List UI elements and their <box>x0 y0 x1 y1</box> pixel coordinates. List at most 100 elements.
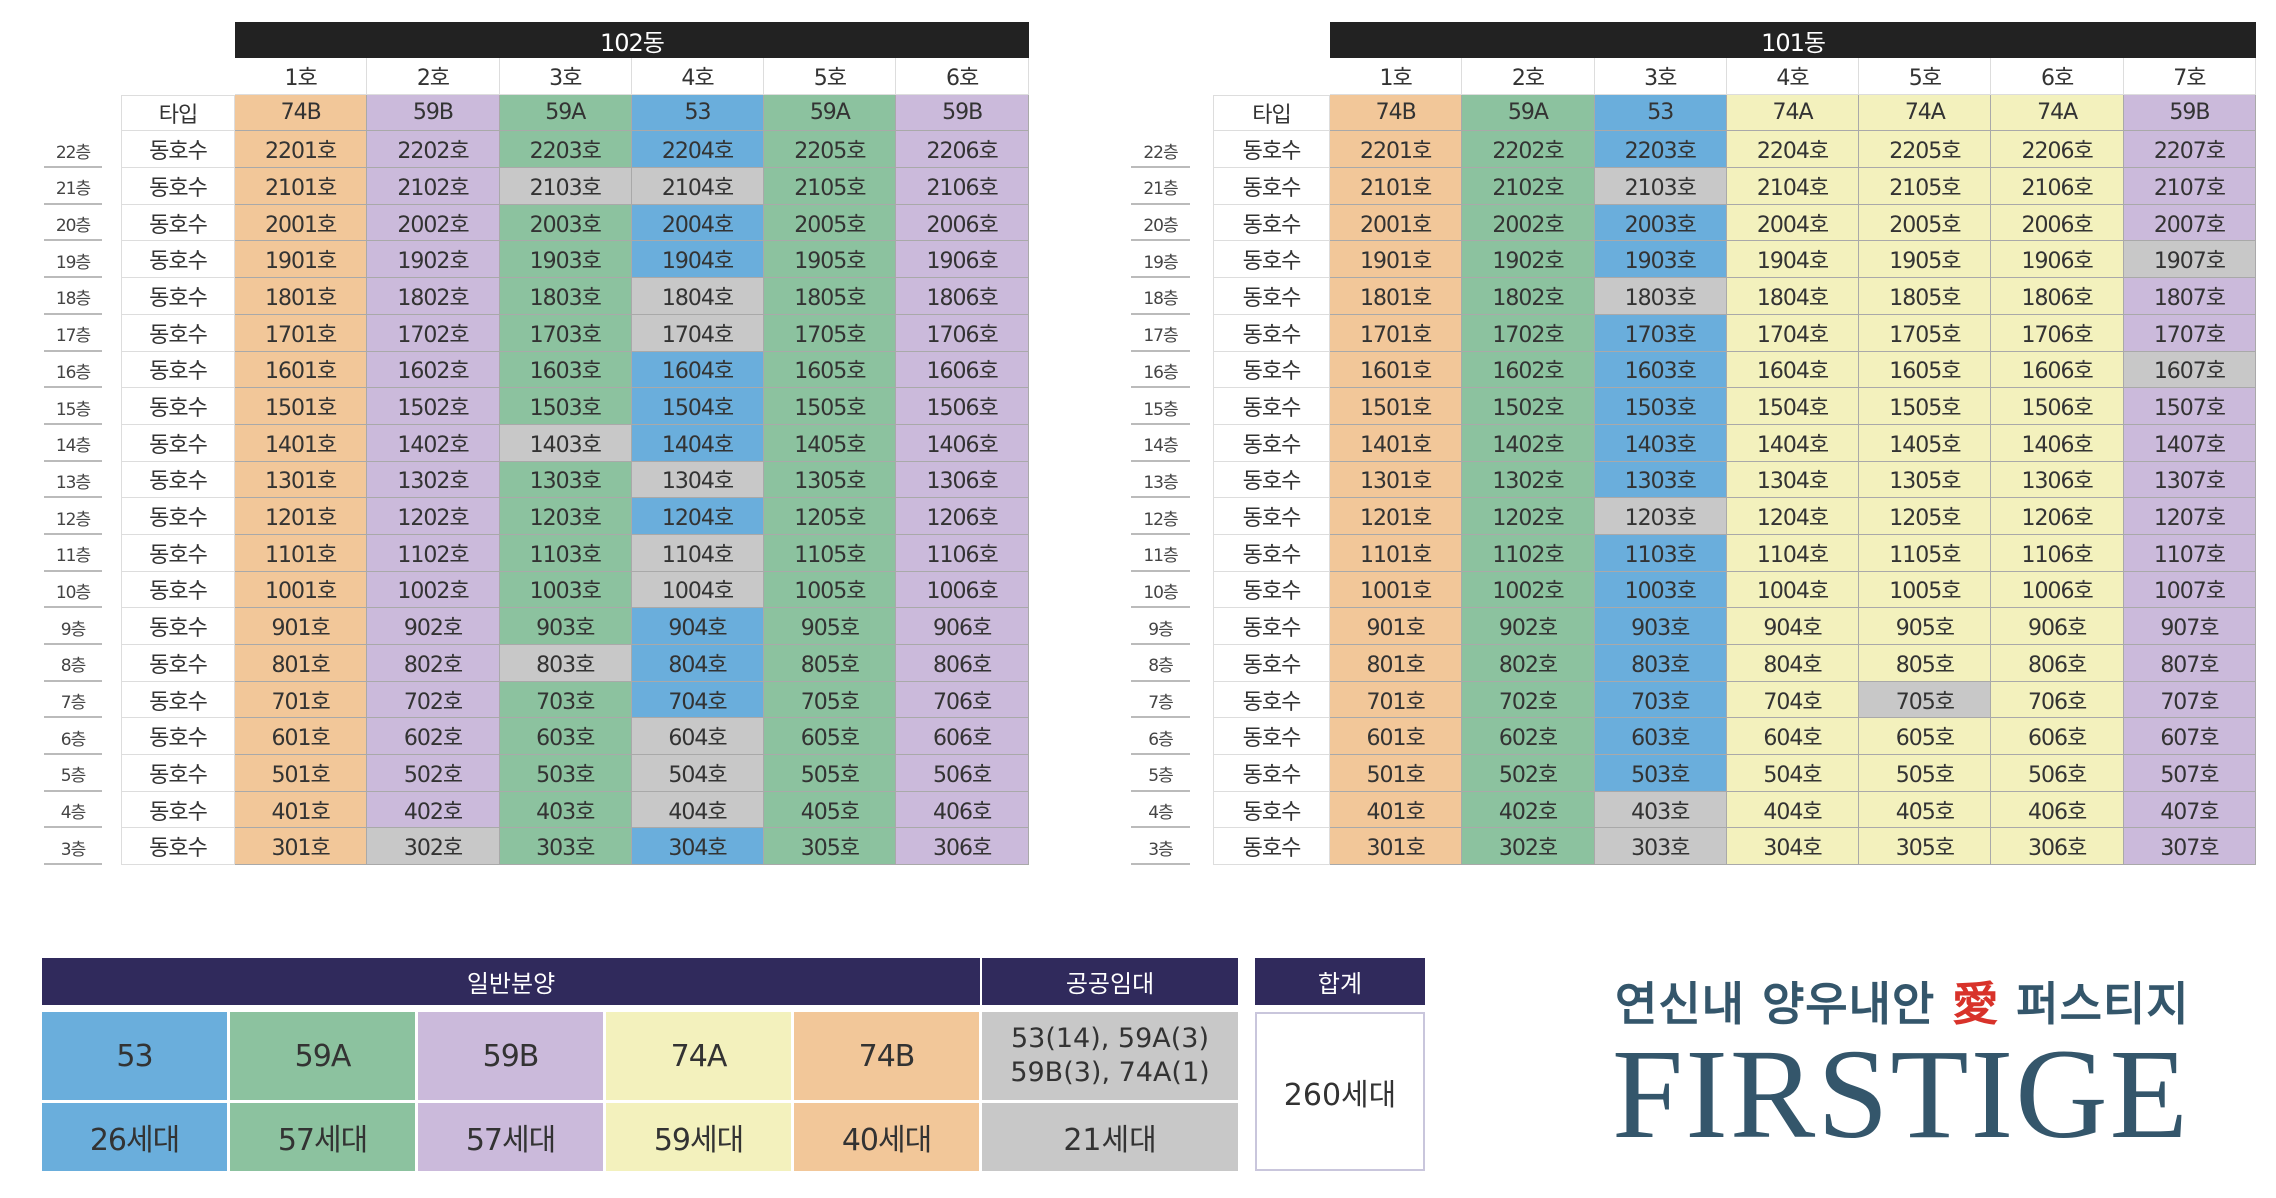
unit-cell: 1606호 <box>1991 351 2124 389</box>
floor-label: 19층 <box>1131 244 1190 279</box>
unit-cell: 2201호 <box>235 131 368 169</box>
spacer <box>1190 755 1213 792</box>
floor-label: 18층 <box>1131 281 1190 315</box>
floor-label: 15층 <box>44 391 102 425</box>
unit-label: 동호수 <box>1213 131 1330 169</box>
logo-korean: 연신내 양우내안 愛 퍼스티지 <box>1615 968 2190 1034</box>
unit-cell: 702호 <box>367 681 500 719</box>
floor-row: 17층 동호수 1701호 1702호 1703호 1704호 1705호 1706호 1707… <box>1131 314 2257 352</box>
unit-cell: 1502호 <box>1462 388 1595 425</box>
unit-cell: 2105호 <box>764 168 897 205</box>
logo-love-char: 愛 <box>1952 977 2000 1031</box>
unit-cell: 504호 <box>1726 755 1860 792</box>
spacer <box>102 131 121 168</box>
unit-cell: 804호 <box>1726 645 1860 682</box>
unit-label: 동호수 <box>1213 681 1330 719</box>
floor-label: 14층 <box>1131 427 1190 462</box>
floor-row: 19층 동호수 1901호 1902호 1903호 1904호 1905호 1906호 1907… <box>1131 241 2257 279</box>
legend-public-count: 21세대 <box>982 1103 1238 1171</box>
unit-cell: 1202호 <box>1462 498 1595 535</box>
unit-label: 동호수 <box>121 645 235 682</box>
unit-cell: 1306호 <box>896 461 1029 499</box>
unit-cell: 407호 <box>2123 791 2257 829</box>
floor-row: 4층 동호수 401호 402호 403호 404호 405호 406호 407호 <box>1131 791 2257 829</box>
unit-cell-public: 1804호 <box>631 278 765 315</box>
unit-cell: 1901호 <box>1330 241 1463 279</box>
unit-cell: 807호 <box>2123 645 2257 682</box>
unit-cell: 1701호 <box>1330 314 1463 352</box>
legend-count-74B: 40세대 <box>794 1103 979 1171</box>
unit-cell: 703호 <box>499 681 632 719</box>
type-label: 타입 <box>121 94 235 132</box>
unit-cell: 1505호 <box>764 388 897 425</box>
unit-cell: 902호 <box>1462 608 1595 645</box>
column-header: 6호 <box>1991 58 2124 95</box>
unit-cell: 1803호 <box>499 278 632 315</box>
unit-cell: 1502호 <box>367 388 500 425</box>
unit-label: 동호수 <box>121 755 235 792</box>
unit-cell: 1806호 <box>1991 278 2124 315</box>
unit-cell: 304호 <box>1726 828 1860 866</box>
unit-cell: 1904호 <box>631 241 765 279</box>
unit-label: 동호수 <box>121 241 235 279</box>
floor-label: 17층 <box>44 317 102 352</box>
unit-cell: 1007호 <box>2123 571 2257 609</box>
unit-cell: 1506호 <box>1991 388 2124 425</box>
unit-cell: 2002호 <box>1462 204 1595 242</box>
unit-cell: 1506호 <box>896 388 1029 425</box>
unit-cell: 1604호 <box>631 351 765 389</box>
unit-cell: 503호 <box>1594 755 1727 792</box>
unit-cell-public: 1803호 <box>1594 278 1727 315</box>
unit-label: 동호수 <box>121 461 235 499</box>
spacer <box>102 241 121 278</box>
unit-cell: 1903호 <box>499 241 632 279</box>
unit-cell: 1903호 <box>1594 241 1727 279</box>
unit-cell: 1507호 <box>2123 388 2257 425</box>
unit-cell-public: 403호 <box>1594 791 1727 829</box>
unit-cell: 1206호 <box>896 498 1029 535</box>
unit-cell: 1101호 <box>1330 534 1463 572</box>
unit-label: 동호수 <box>121 498 235 535</box>
unit-cell: 1101호 <box>235 534 368 572</box>
type-cell: 74B <box>1330 94 1463 132</box>
unit-cell: 1902호 <box>367 241 500 279</box>
unit-cell: 1603호 <box>499 351 632 389</box>
unit-cell: 2003호 <box>1594 204 1727 242</box>
unit-cell: 602호 <box>1462 718 1595 756</box>
unit-cell: 1405호 <box>1859 424 1992 462</box>
unit-cell: 1501호 <box>235 388 368 425</box>
unit-label: 동호수 <box>1213 608 1330 645</box>
unit-cell: 801호 <box>1330 645 1463 682</box>
unit-cell: 505호 <box>1859 755 1992 792</box>
unit-cell: 704호 <box>631 681 765 719</box>
unit-cell: 1105호 <box>1859 534 1992 572</box>
unit-cell: 2106호 <box>896 168 1029 205</box>
floor-label: 5층 <box>1131 758 1190 792</box>
floor-row: 10층 동호수 1001호 1002호 1003호 1004호 1005호 1006호 <box>44 571 1029 609</box>
unit-cell-public: 504호 <box>631 755 765 792</box>
legend-total-header: 합계 <box>1255 958 1425 1005</box>
unit-label: 동호수 <box>121 608 235 645</box>
legend-type-59B: 59B <box>418 1012 603 1100</box>
unit-cell: 405호 <box>764 791 897 829</box>
spacer <box>102 462 121 499</box>
unit-cell: 1504호 <box>631 388 765 425</box>
floor-label: 9층 <box>44 611 102 645</box>
unit-cell: 1001호 <box>235 571 368 609</box>
unit-label: 동호수 <box>1213 571 1330 609</box>
unit-cell: 603호 <box>499 718 632 756</box>
unit-cell: 1005호 <box>1859 571 1992 609</box>
floor-row: 3층 동호수 301호 302호 303호 304호 305호 306호 <box>44 828 1029 866</box>
column-header: 5호 <box>764 58 897 95</box>
type-cell: 59B <box>896 94 1029 132</box>
unit-cell: 704호 <box>1726 681 1860 719</box>
column-header: 1호 <box>235 58 368 95</box>
unit-cell: 901호 <box>1330 608 1463 645</box>
unit-label: 동호수 <box>1213 755 1330 792</box>
legend-general-header: 일반분양 <box>42 958 980 1005</box>
unit-cell: 1906호 <box>896 241 1029 279</box>
unit-label: 동호수 <box>121 828 235 866</box>
floor-row: 7층 동호수 701호 702호 703호 704호 705호 706호 707호 <box>1131 681 2257 719</box>
unit-cell: 1505호 <box>1859 388 1992 425</box>
unit-cell: 2001호 <box>1330 204 1463 242</box>
